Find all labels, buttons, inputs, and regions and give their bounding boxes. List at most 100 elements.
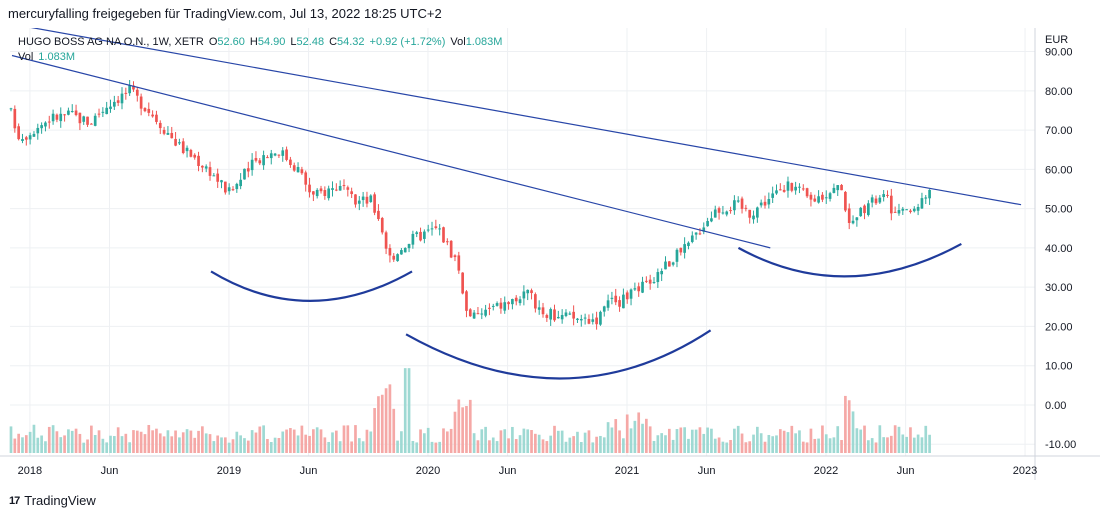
candle-body	[292, 165, 296, 171]
candle-body	[775, 190, 778, 194]
legend-high: 54.90	[257, 36, 286, 48]
volume-bar	[67, 429, 70, 453]
volume-bar	[155, 428, 158, 453]
candle-body	[258, 160, 262, 164]
volume-bar	[216, 435, 220, 453]
candle-body	[388, 248, 392, 256]
candle-body	[522, 291, 526, 299]
candle-body	[411, 233, 415, 245]
candle-body	[13, 108, 17, 129]
candle-body	[285, 149, 288, 160]
candle-body	[886, 194, 889, 196]
volume-bar	[235, 431, 239, 453]
chart-legend: HUGO BOSS AG NA O.N., 1W, XETR O52.60 H54.…	[18, 35, 502, 65]
volume-bar	[403, 368, 407, 453]
volume-bar	[622, 438, 625, 453]
candle-body	[484, 309, 487, 316]
candle-body	[794, 186, 797, 191]
drawings	[11, 28, 1022, 380]
candle-body	[560, 315, 564, 320]
candle-body	[882, 194, 886, 198]
candle-body	[369, 195, 373, 202]
candle-body	[625, 292, 629, 300]
volume-bar	[606, 422, 610, 453]
candle-body	[319, 188, 323, 192]
legend-symbol: HUGO BOSS AG NA O.N., 1W, XETR	[18, 36, 204, 48]
volume-bar	[246, 440, 250, 453]
volume-bar	[400, 431, 403, 453]
volume-bar	[250, 430, 254, 453]
volume-bar	[587, 430, 591, 453]
candle-body	[602, 306, 606, 312]
candle-body	[844, 191, 847, 211]
volume-bar	[534, 433, 537, 453]
volume-bar	[158, 433, 162, 453]
volume-bar	[576, 431, 579, 453]
candle-body	[805, 188, 809, 197]
candle-body	[419, 231, 422, 241]
candle-body	[400, 250, 403, 255]
volume-bar	[671, 439, 675, 453]
volume-bar	[396, 440, 399, 453]
candle-body	[380, 218, 384, 233]
candle-body	[132, 85, 135, 90]
volume-bar	[748, 441, 752, 453]
candle-body	[155, 114, 158, 122]
candle-body	[396, 254, 399, 262]
volume-bar	[266, 438, 269, 453]
candle-body	[813, 198, 817, 202]
candle-body	[266, 157, 269, 159]
candle-body	[912, 208, 916, 212]
candle-body	[44, 122, 47, 127]
time-axis: 2018 Jun 2019 Jun 2020 Jun 2021 Jun 2022 Jun 2023	[18, 465, 1038, 477]
candle-body	[698, 233, 702, 235]
candle-body	[801, 188, 805, 190]
volume-bar	[652, 440, 656, 453]
legend-high-label: H	[249, 36, 258, 48]
volume-bar	[384, 388, 388, 453]
tradingview-brand[interactable]: 17 TradingView	[9, 492, 96, 510]
volume-bar	[277, 437, 281, 453]
candle-body	[889, 195, 893, 214]
candle-body	[514, 297, 518, 302]
volume-bar	[526, 429, 530, 453]
candle-body	[128, 85, 131, 94]
candle-body	[158, 122, 162, 129]
candle-body	[534, 294, 537, 309]
volume-bar	[503, 429, 507, 453]
candle-body	[86, 116, 89, 125]
volume-bar	[243, 438, 246, 453]
candle-body	[679, 247, 683, 253]
candle-body	[246, 168, 250, 172]
volume-bar	[292, 429, 296, 453]
volume-bar	[430, 441, 434, 453]
candle-body	[476, 313, 480, 315]
candle-body	[568, 313, 572, 315]
volume-bar	[197, 430, 200, 453]
candle-body	[40, 125, 43, 129]
candle-body	[415, 232, 419, 235]
candle-body	[289, 159, 292, 165]
candle-body	[721, 212, 725, 214]
candle-body	[208, 167, 212, 176]
volume-bar	[855, 428, 859, 453]
candle-body	[124, 92, 128, 94]
candle-body	[90, 123, 93, 125]
candle-body	[740, 198, 744, 209]
volume-bar	[690, 429, 694, 453]
candle-body	[296, 167, 300, 173]
volume-bar	[392, 408, 396, 453]
candle-body	[312, 191, 315, 195]
candle-body	[549, 309, 553, 320]
volume-bar	[472, 433, 476, 453]
volume-bar	[909, 427, 912, 453]
volume-bar	[679, 427, 683, 453]
candle-body	[867, 203, 870, 215]
volume-bar	[319, 429, 323, 453]
volume-bar	[840, 440, 843, 453]
legend-vol: 1.083M	[38, 51, 75, 63]
candle-body	[166, 132, 170, 135]
candle-body	[920, 198, 924, 209]
